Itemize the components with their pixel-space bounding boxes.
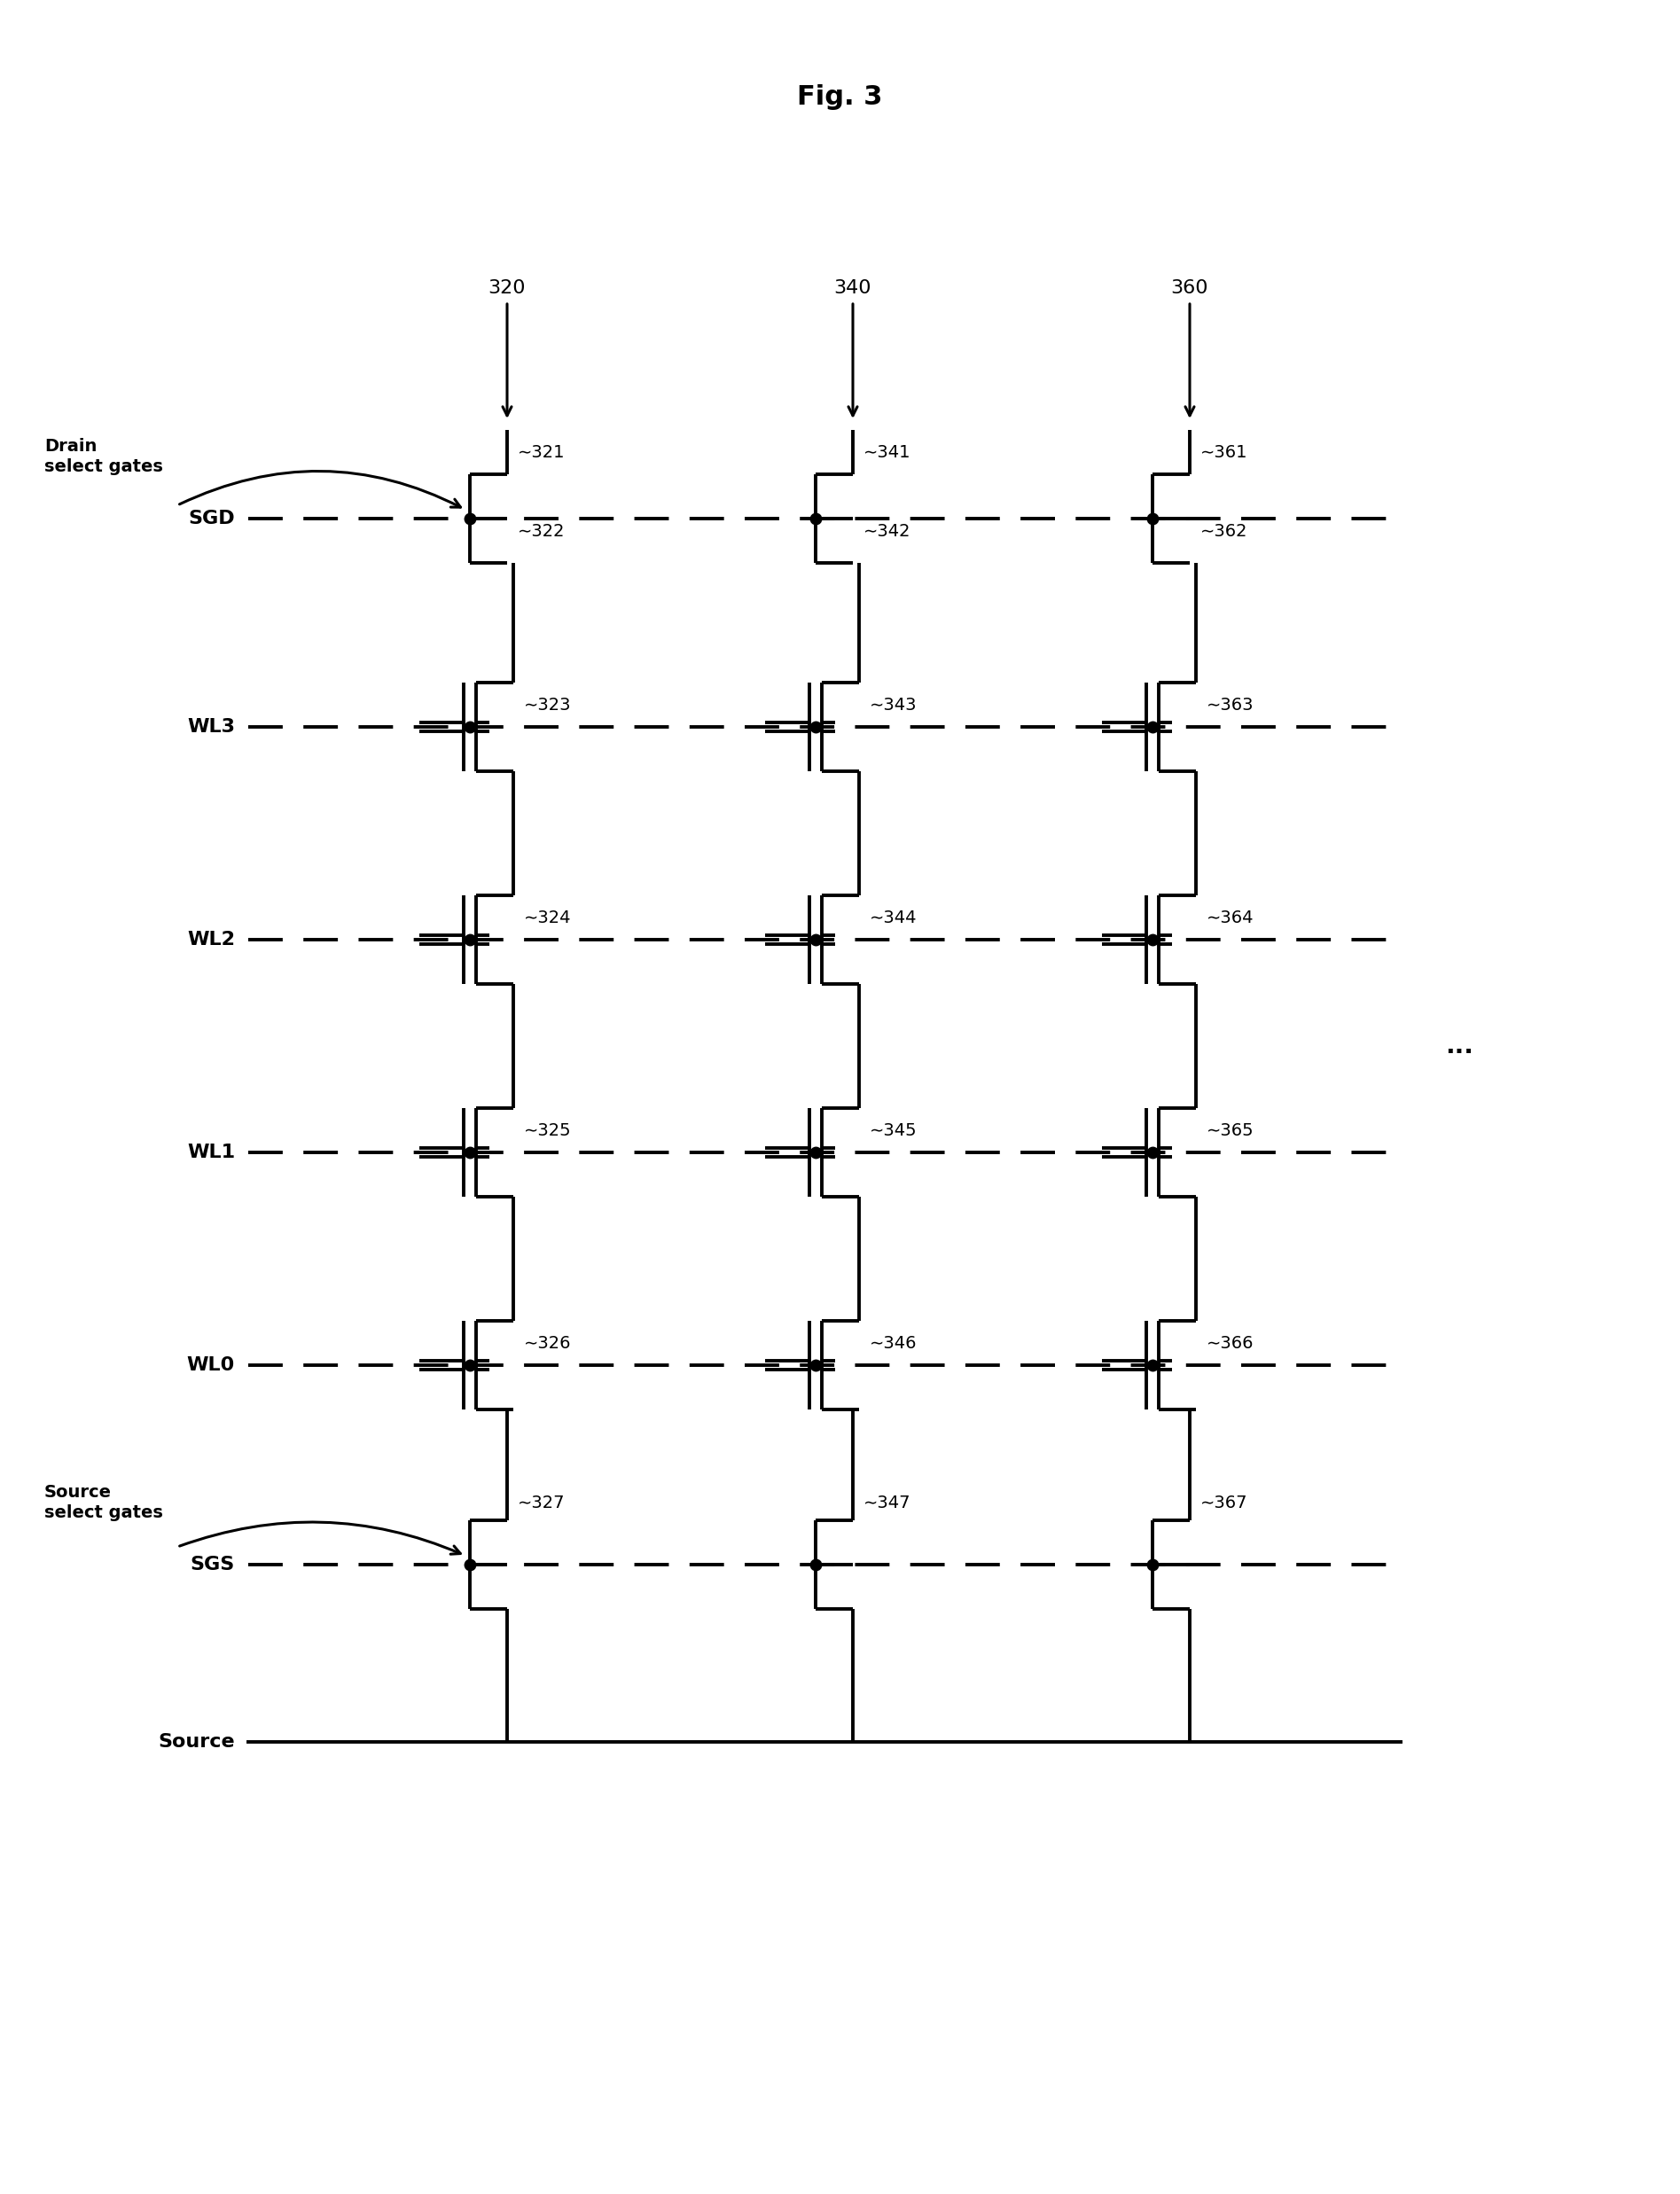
Text: ∼361: ∼361 — [1201, 443, 1248, 461]
Text: ∼342: ∼342 — [864, 524, 911, 540]
Text: ∼325: ∼325 — [524, 1123, 571, 1139]
Text: ∼341: ∼341 — [864, 443, 911, 461]
Text: ...: ... — [1445, 1033, 1473, 1058]
Text: WL2: WL2 — [186, 930, 235, 948]
Text: ∼322: ∼322 — [517, 524, 564, 540]
Text: ∼364: ∼364 — [1206, 911, 1253, 926]
Text: ∼321: ∼321 — [517, 443, 564, 461]
Text: Drain
select gates: Drain select gates — [44, 437, 163, 476]
Text: 320: 320 — [489, 279, 526, 296]
Text: ∼366: ∼366 — [1206, 1334, 1253, 1352]
Text: 360: 360 — [1171, 279, 1208, 296]
Text: WL1: WL1 — [186, 1143, 235, 1161]
Text: ∼323: ∼323 — [524, 698, 571, 713]
Text: ∼324: ∼324 — [524, 911, 571, 926]
Text: WL0: WL0 — [186, 1356, 235, 1373]
Text: Fig. 3: Fig. 3 — [798, 83, 882, 110]
Text: ∼367: ∼367 — [1201, 1494, 1248, 1512]
Text: ∼365: ∼365 — [1206, 1123, 1255, 1139]
Text: ∼327: ∼327 — [517, 1494, 564, 1512]
Text: ∼347: ∼347 — [864, 1494, 911, 1512]
Text: Source
select gates: Source select gates — [44, 1483, 163, 1520]
Text: SGS: SGS — [190, 1556, 235, 1573]
Text: ∼344: ∼344 — [870, 911, 917, 926]
Text: ∼343: ∼343 — [870, 698, 917, 713]
Text: Source: Source — [158, 1733, 235, 1751]
Text: ∼363: ∼363 — [1206, 698, 1253, 713]
Text: ∼345: ∼345 — [870, 1123, 917, 1139]
Text: SGD: SGD — [188, 509, 235, 527]
Text: ∼326: ∼326 — [524, 1334, 571, 1352]
Text: ∼362: ∼362 — [1201, 524, 1248, 540]
Text: ∼346: ∼346 — [870, 1334, 917, 1352]
Text: WL3: WL3 — [186, 717, 235, 735]
Text: 340: 340 — [833, 279, 872, 296]
